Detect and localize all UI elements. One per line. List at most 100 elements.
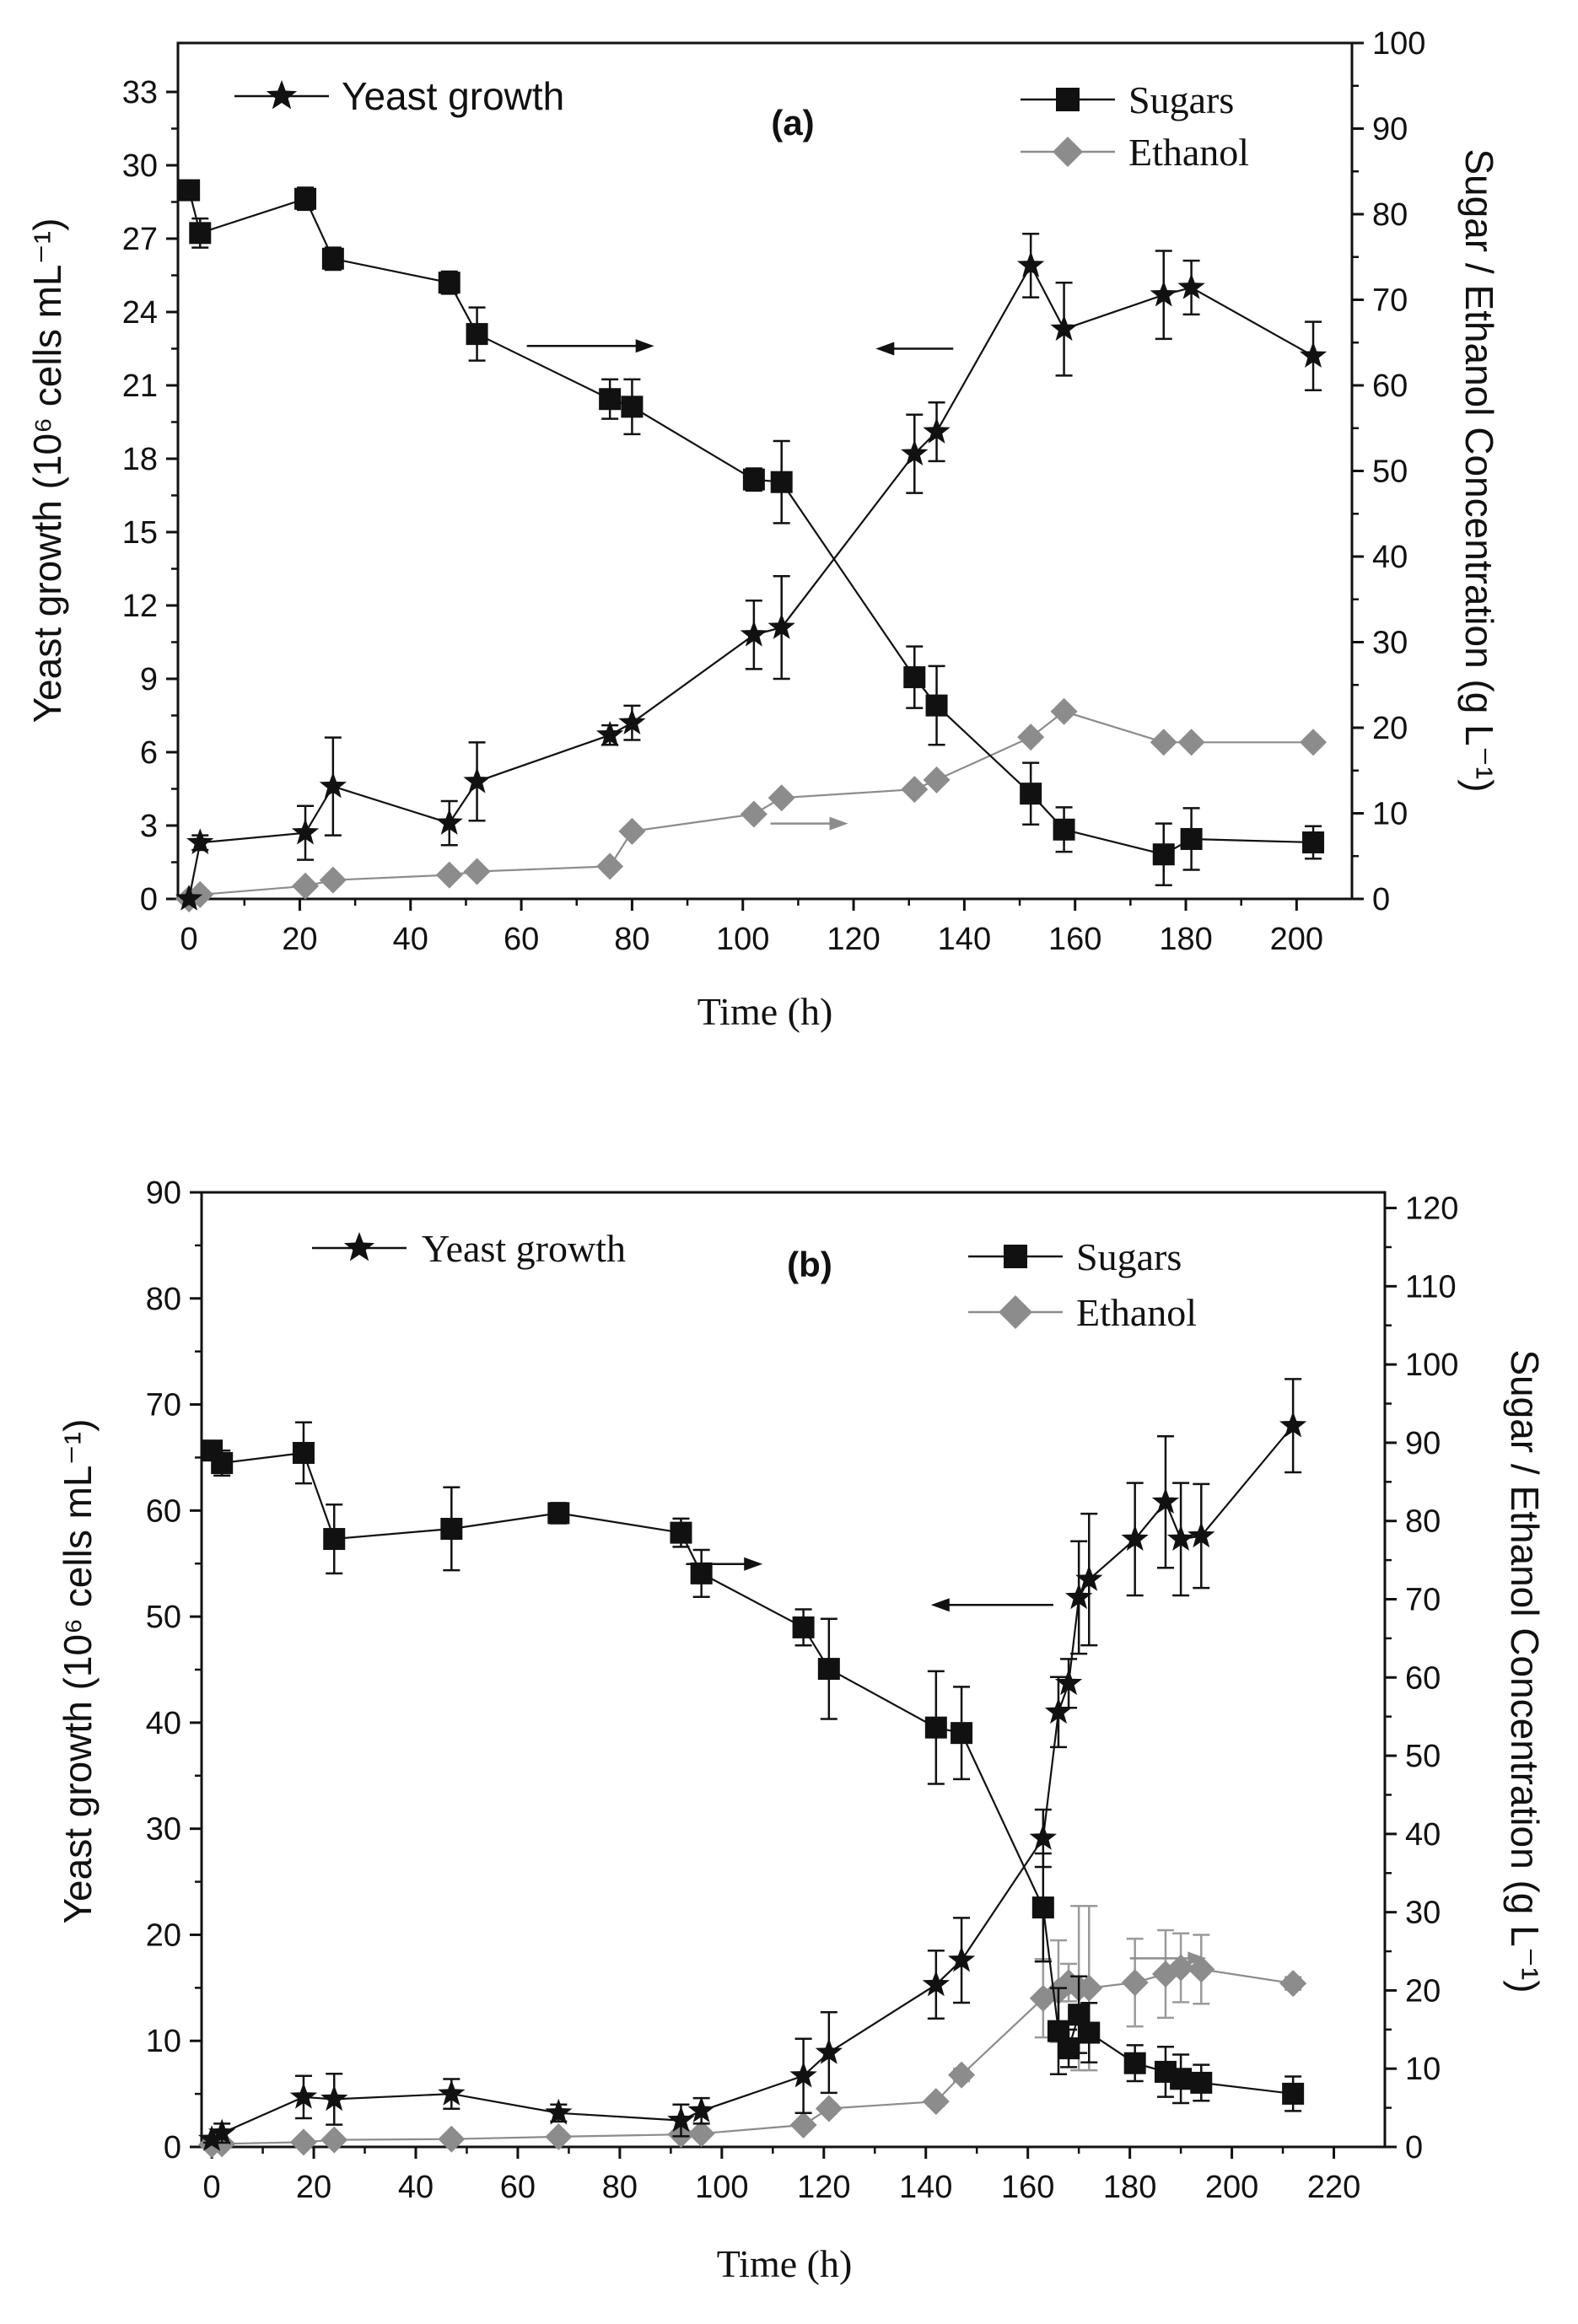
data-point-sugars <box>1020 783 1042 805</box>
annotation-arrow-left <box>875 342 954 356</box>
x-tick-label: 100 <box>716 922 769 957</box>
y-left-tick-label: 15 <box>122 515 158 551</box>
y-right-tick-label: 30 <box>1372 626 1408 661</box>
data-point-sugars <box>466 323 488 346</box>
annotation-arrow-right <box>1129 1951 1207 1966</box>
legend-label-sugars: Sugars <box>1076 1235 1182 1278</box>
data-point-ethanol <box>1075 1974 1103 2002</box>
series-yeast <box>197 1378 1307 2151</box>
y-left-tick-label: 24 <box>122 295 158 331</box>
x-tick-label: 140 <box>938 922 991 957</box>
data-point-yeast <box>319 772 347 799</box>
y-right-tick-label: 60 <box>1372 369 1408 404</box>
x-tick-label: 0 <box>203 2170 221 2205</box>
data-point-sugars <box>189 222 212 245</box>
data-point-yeast <box>1299 342 1328 368</box>
legend-label-ethanol: Ethanol <box>1128 131 1249 174</box>
x-tick-label: 0 <box>180 922 198 957</box>
data-point-yeast <box>438 2079 466 2106</box>
y-right-tick-label: 50 <box>1405 1739 1441 1774</box>
data-point-ethanol <box>596 853 624 880</box>
y-right-tick-label: 20 <box>1372 711 1408 746</box>
data-point-yeast <box>740 620 767 647</box>
data-point-yeast <box>435 809 463 835</box>
chart-panel-b: 0 20 40 60 80 100 120 140 160 180 200 2200102030405… <box>56 1175 1547 2285</box>
x-tick-label: 20 <box>282 922 317 957</box>
data-point-yeast <box>291 818 320 845</box>
legend-label-ethanol: Ethanol <box>1076 1291 1197 1334</box>
y-axis-left-title: Yeast growth (10⁶ cells mL⁻¹) <box>25 218 69 724</box>
y-right-tick-label: 70 <box>1405 1582 1441 1617</box>
data-point-ethanol <box>545 2122 573 2150</box>
y-right-tick-label: 40 <box>1405 1817 1441 1853</box>
y-right-tick-label: 0 <box>1405 2130 1423 2165</box>
annotation-arrow-left <box>930 1598 1053 1612</box>
x-axis-title: Time (h) <box>717 2242 853 2285</box>
data-point-sugars <box>292 1441 315 1464</box>
data-point-ethanol <box>319 866 347 894</box>
data-point-sugars <box>1190 2071 1213 2094</box>
data-point-sugars <box>690 1562 713 1584</box>
series-ethanol <box>198 1904 1307 2159</box>
data-point-yeast <box>1054 1669 1083 1696</box>
data-point-ethanol <box>1150 729 1177 756</box>
x-tick-label: 40 <box>393 922 428 957</box>
data-point-sugars <box>621 395 644 418</box>
data-point-sugars <box>925 694 948 717</box>
y-right-tick-label: 10 <box>1405 2052 1441 2087</box>
x-tick-label: 20 <box>296 2170 331 2205</box>
data-point-yeast <box>1050 315 1078 342</box>
data-point-sugars <box>323 1528 346 1551</box>
x-tick-label: 60 <box>504 922 539 957</box>
x-tick-label: 60 <box>500 2170 536 2205</box>
y-left-tick-label: 33 <box>122 75 158 110</box>
data-point-ethanol <box>740 800 767 828</box>
y-left-tick-label: 0 <box>164 2130 181 2165</box>
data-point-sugars <box>670 1521 692 1544</box>
legend-diamond-marker <box>1053 137 1083 167</box>
data-point-ethanol <box>435 861 463 889</box>
x-tick-label: 40 <box>398 2170 434 2205</box>
legend-item-yeast: Yeast growth <box>234 74 564 118</box>
legend-item-sugars: Sugars <box>1021 78 1234 121</box>
legend-star-marker <box>343 1232 375 1262</box>
y-left-tick-label: 18 <box>122 442 158 477</box>
legend-item-ethanol: Ethanol <box>968 1291 1197 1334</box>
y-left-tick-label: 40 <box>146 1706 181 1741</box>
data-point-sugars <box>792 1616 815 1638</box>
data-point-ethanol <box>815 2095 843 2122</box>
data-point-yeast <box>947 1945 976 1972</box>
series-ethanol <box>175 697 1328 912</box>
data-point-ethanol <box>320 2126 348 2154</box>
y-left-tick-label: 80 <box>146 1282 181 1317</box>
data-point-yeast <box>767 613 795 639</box>
y-right-tick-label: 20 <box>1405 1973 1441 2009</box>
data-point-ethanol <box>1177 729 1205 756</box>
x-tick-label: 80 <box>602 2170 638 2205</box>
y-axis-right-title: Sugar / Ethanol Concentration (g L⁻¹) <box>1503 1349 1547 1993</box>
data-point-yeast <box>789 2061 817 2088</box>
data-point-yeast <box>463 767 491 793</box>
y-right-tick-label: 0 <box>1372 882 1390 917</box>
x-tick-label: 120 <box>827 922 880 957</box>
data-point-sugars <box>211 1452 234 1475</box>
data-point-ethanol <box>1167 1954 1195 1982</box>
series-line-sugars <box>211 1450 1294 2095</box>
data-point-sugars <box>1282 2082 1305 2105</box>
legend-item-yeast: Yeast growth <box>312 1227 626 1270</box>
data-point-yeast <box>1279 1411 1307 1438</box>
x-tick-label: 140 <box>899 2170 952 2205</box>
y-right-tick-label: 10 <box>1372 797 1408 832</box>
data-point-sugars <box>294 187 317 210</box>
y-right-tick-label: 60 <box>1405 1660 1441 1696</box>
data-point-sugars <box>1123 2052 1146 2074</box>
y-right-tick-label: 30 <box>1405 1896 1441 1931</box>
data-point-yeast <box>1121 1525 1149 1551</box>
x-tick-label: 160 <box>1048 922 1101 957</box>
legend-item-sugars: Sugars <box>968 1235 1182 1278</box>
data-point-sugars <box>440 1517 463 1540</box>
y-right-tick-label: 80 <box>1372 197 1408 233</box>
data-point-ethanol <box>923 766 951 793</box>
panel-label: (a) <box>771 103 814 143</box>
